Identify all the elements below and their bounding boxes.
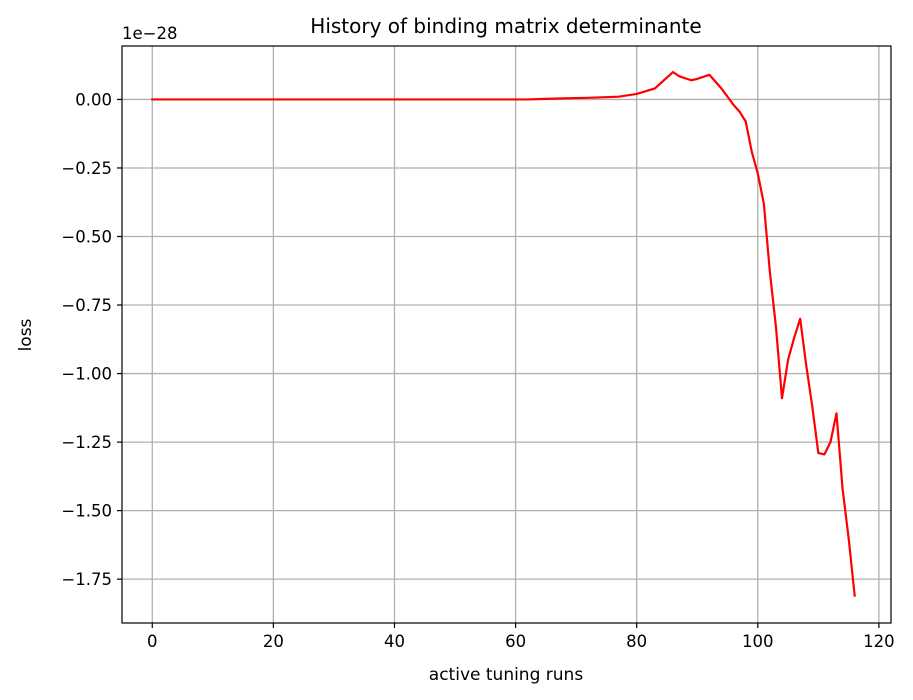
y-tick-label: −0.75 bbox=[61, 296, 112, 315]
y-tick-label: −1.00 bbox=[61, 365, 112, 384]
series-layer bbox=[151, 70, 856, 597]
grid bbox=[122, 46, 891, 623]
x-axis-label: active tuning runs bbox=[429, 665, 584, 685]
chart-title: History of binding matrix determinante bbox=[310, 14, 701, 38]
x-tick-label: 0 bbox=[147, 632, 158, 651]
y-tick-label: 0.00 bbox=[75, 90, 112, 109]
y-axis: 0.00 −0.25 −0.50 −0.75 −1.00 −1.25 −1.50 −1.75 bbox=[61, 90, 122, 589]
plot-frame bbox=[121, 45, 892, 624]
y-tick-label: −1.25 bbox=[61, 433, 112, 452]
y-offset-label: 1e−28 bbox=[122, 24, 177, 43]
x-tick-label: 120 bbox=[863, 632, 895, 651]
y-tick-label: −1.75 bbox=[61, 570, 112, 589]
x-tick-label: 40 bbox=[384, 632, 405, 651]
x-tick-label: 80 bbox=[626, 632, 647, 651]
y-tick-label: −0.50 bbox=[61, 228, 112, 247]
y-axis-label: loss bbox=[16, 318, 36, 351]
x-tick-label: 20 bbox=[263, 632, 284, 651]
series-line bbox=[151, 70, 856, 597]
y-tick-label: −1.50 bbox=[61, 502, 112, 521]
x-axis: 0 20 40 60 80 100 120 bbox=[147, 623, 895, 651]
y-tick-label: −0.25 bbox=[61, 159, 112, 178]
x-tick-label: 100 bbox=[742, 632, 774, 651]
x-tick-label: 60 bbox=[505, 632, 526, 651]
